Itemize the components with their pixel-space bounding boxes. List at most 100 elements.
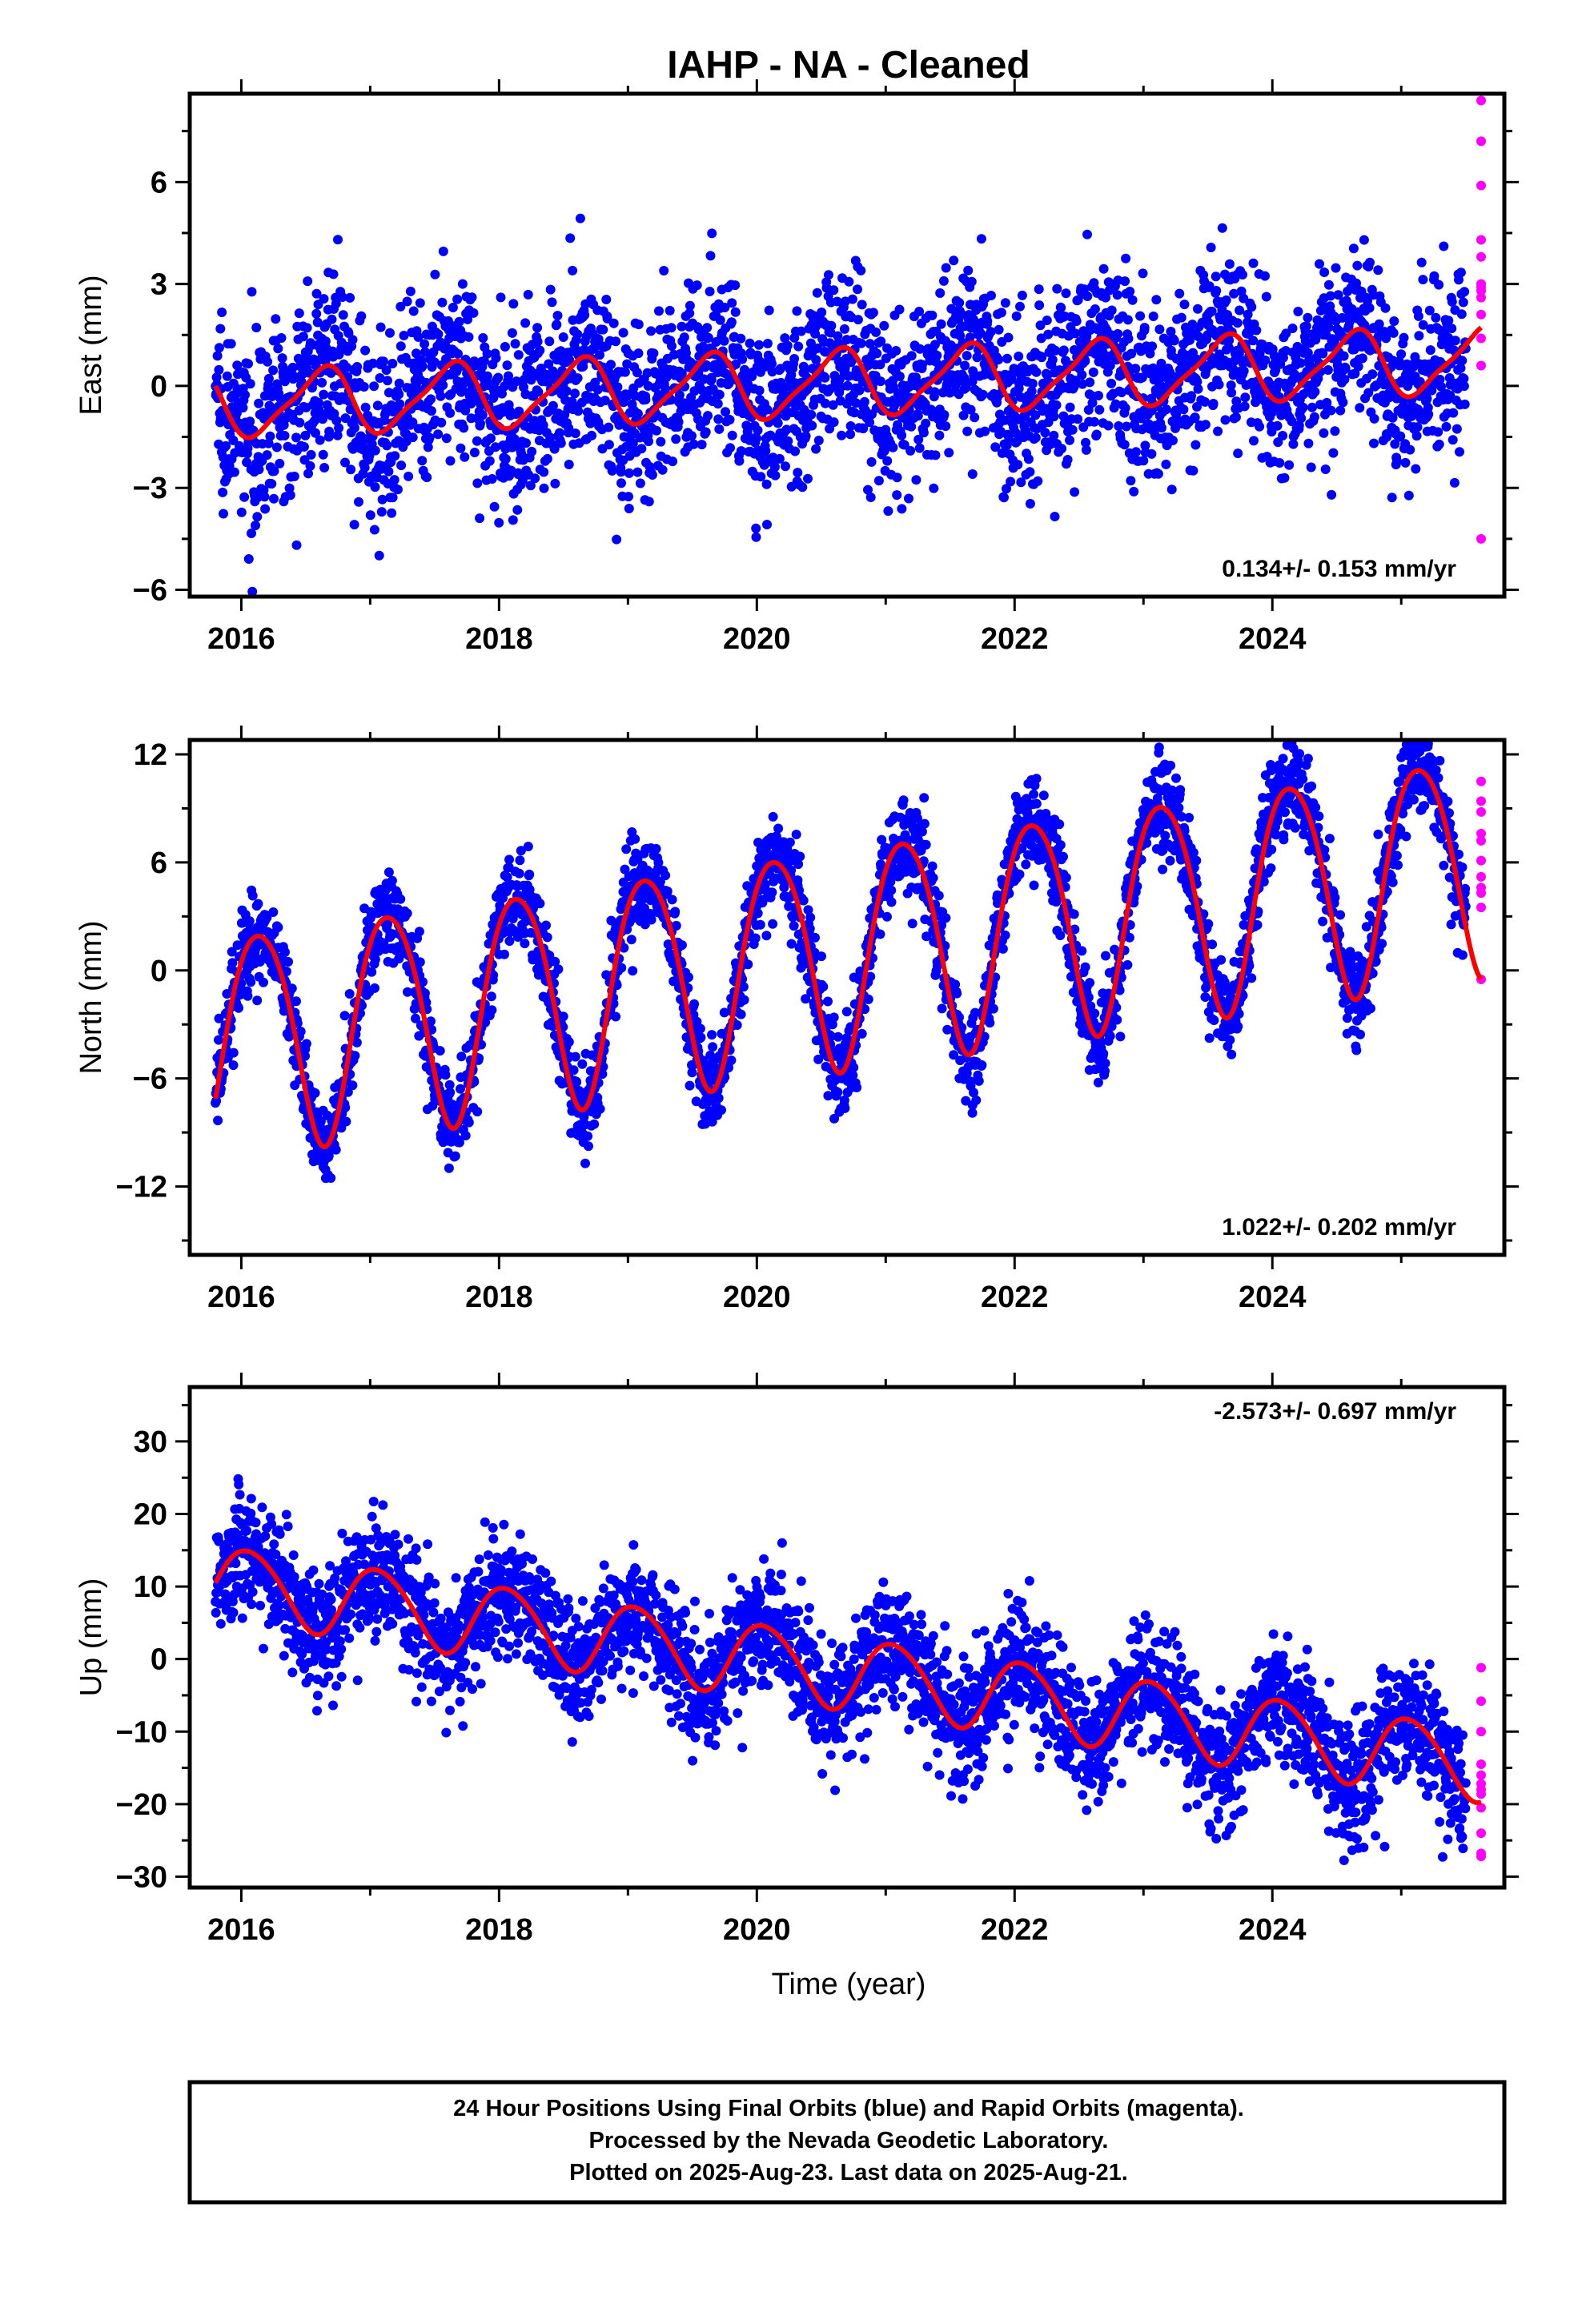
east-final-point — [568, 265, 578, 275]
east-final-point — [413, 332, 424, 342]
east-final-point — [575, 213, 585, 223]
north-final-point — [411, 1013, 420, 1023]
east-fit-line — [213, 325, 1484, 440]
east-rapid-point — [1476, 95, 1486, 106]
east-final-point — [789, 354, 800, 364]
east-final-point — [1418, 275, 1428, 285]
east-final-point — [1070, 376, 1081, 386]
east-final-point — [906, 421, 917, 432]
east-final-point — [405, 286, 416, 296]
east-final-point — [673, 416, 684, 427]
east-final-point — [523, 289, 533, 300]
east-final-point — [782, 340, 793, 351]
north-final-point — [450, 1151, 460, 1161]
north-final-orbit-points — [211, 740, 1471, 1184]
east-final-point — [612, 382, 623, 392]
east-final-point — [1119, 440, 1130, 450]
east-final-point — [1434, 279, 1444, 290]
east-final-point — [879, 320, 889, 331]
east-final-point — [1138, 268, 1148, 279]
east-final-point — [648, 348, 659, 359]
north-final-point — [280, 947, 290, 957]
east-final-point — [1369, 438, 1379, 448]
east-final-point — [966, 276, 977, 287]
north-final-point — [826, 1031, 837, 1041]
east-final-point — [1090, 304, 1100, 314]
east-rapid-point — [1476, 251, 1486, 262]
east-final-point — [512, 376, 522, 387]
east-final-point — [552, 311, 563, 321]
east-final-point — [856, 338, 866, 348]
east-final-point — [1335, 405, 1346, 416]
east-final-point — [229, 467, 239, 477]
east-final-point — [982, 316, 993, 326]
east-final-point — [324, 426, 335, 436]
east-final-point — [1139, 323, 1150, 333]
east-final-point — [436, 417, 447, 428]
east-final-point — [1103, 420, 1114, 431]
east-final-point — [894, 372, 905, 381]
east-final-point — [252, 512, 263, 522]
east-final-point — [1260, 271, 1270, 281]
east-final-point — [715, 315, 725, 325]
east-final-point — [1456, 363, 1466, 373]
east-final-point — [1235, 305, 1245, 316]
east-final-point — [774, 453, 785, 464]
east-final-point — [644, 497, 654, 507]
east-final-point — [1449, 477, 1460, 488]
east-final-point — [693, 324, 704, 335]
east-final-point — [1167, 436, 1178, 445]
east-final-point — [476, 418, 485, 428]
north-final-point — [211, 1096, 222, 1106]
east-final-point — [1224, 259, 1235, 269]
north-final-point — [651, 843, 661, 854]
east-final-point — [938, 275, 949, 286]
east-final-point — [580, 310, 590, 320]
east-final-point — [958, 410, 969, 420]
east-final-point — [1325, 291, 1335, 301]
east-final-point — [745, 338, 755, 348]
east-final-point — [811, 444, 821, 454]
east-final-point — [636, 444, 647, 454]
east-final-point — [299, 455, 310, 465]
north-final-point — [801, 994, 811, 1004]
east-y-tick-label: −6 — [133, 574, 167, 608]
north-final-point — [498, 928, 508, 939]
east-final-point — [340, 457, 350, 468]
east-final-point — [276, 333, 287, 343]
east-final-point — [859, 396, 869, 407]
east-final-point — [271, 314, 281, 324]
east-final-point — [387, 508, 397, 518]
east-final-point — [484, 456, 495, 466]
east-final-point — [1310, 387, 1320, 397]
east-final-point — [303, 468, 313, 479]
east-final-point — [334, 423, 344, 433]
east-final-point — [460, 452, 470, 462]
east-final-point — [1130, 364, 1141, 374]
east-final-point — [219, 509, 228, 519]
east-final-point — [1070, 328, 1080, 339]
east-rapid-point — [1476, 235, 1486, 245]
east-final-point — [934, 430, 945, 440]
east-final-point — [1026, 386, 1037, 396]
north-final-point — [687, 1068, 697, 1078]
east-final-point — [769, 462, 780, 472]
east-final-point — [564, 423, 574, 433]
north-final-point — [785, 837, 795, 847]
east-final-point — [263, 356, 273, 367]
east-final-point — [1247, 302, 1257, 312]
north-final-point — [227, 958, 238, 968]
north-final-point — [331, 1144, 341, 1155]
east-final-point — [539, 467, 549, 477]
east-final-point — [463, 314, 473, 324]
east-final-point — [921, 418, 931, 428]
north-final-point — [351, 1037, 362, 1047]
east-final-point — [606, 360, 616, 370]
east-final-point — [1294, 420, 1304, 431]
east-final-point — [1006, 374, 1017, 384]
east-final-point — [975, 328, 986, 338]
north-final-point — [403, 987, 412, 997]
east-final-point — [513, 350, 524, 360]
east-final-point — [986, 291, 996, 300]
